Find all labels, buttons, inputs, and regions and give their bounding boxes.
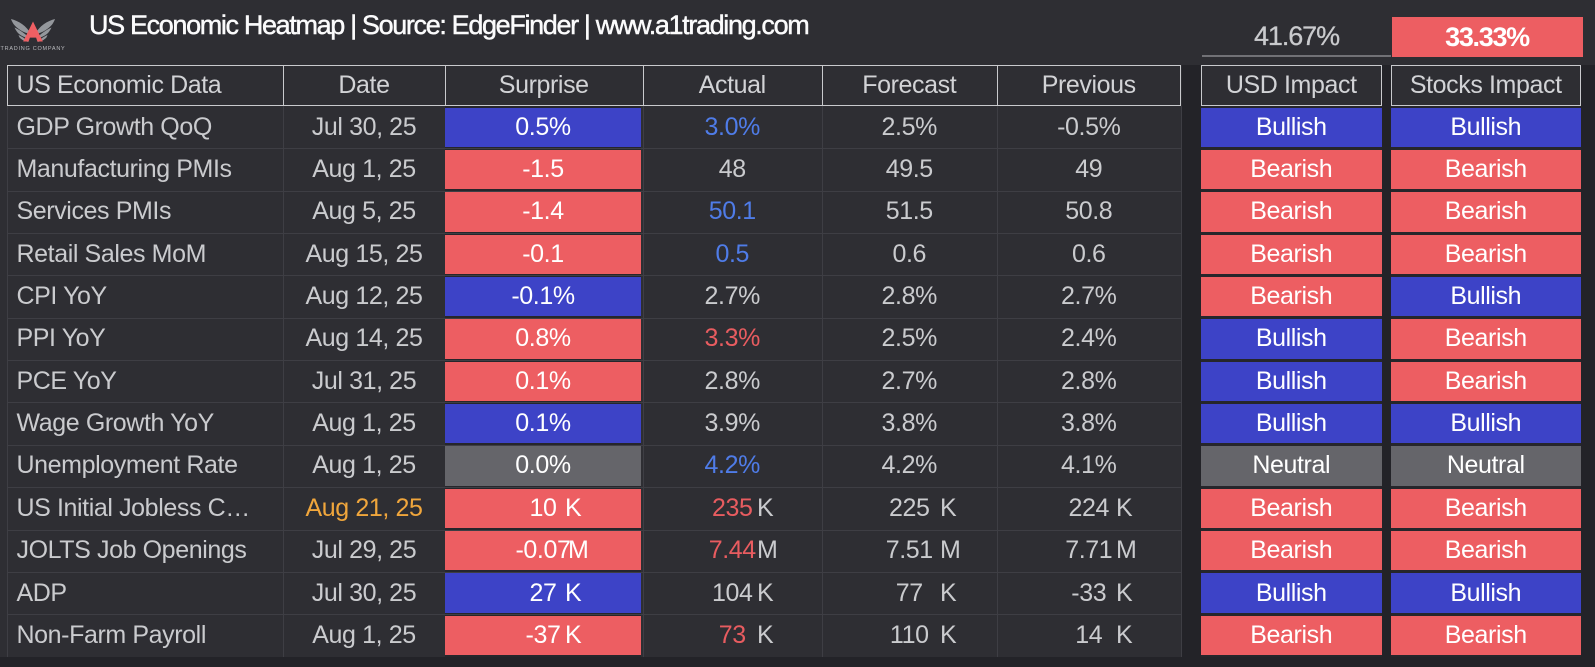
- svg-text:TRADING COMPANY: TRADING COMPANY: [1, 46, 66, 52]
